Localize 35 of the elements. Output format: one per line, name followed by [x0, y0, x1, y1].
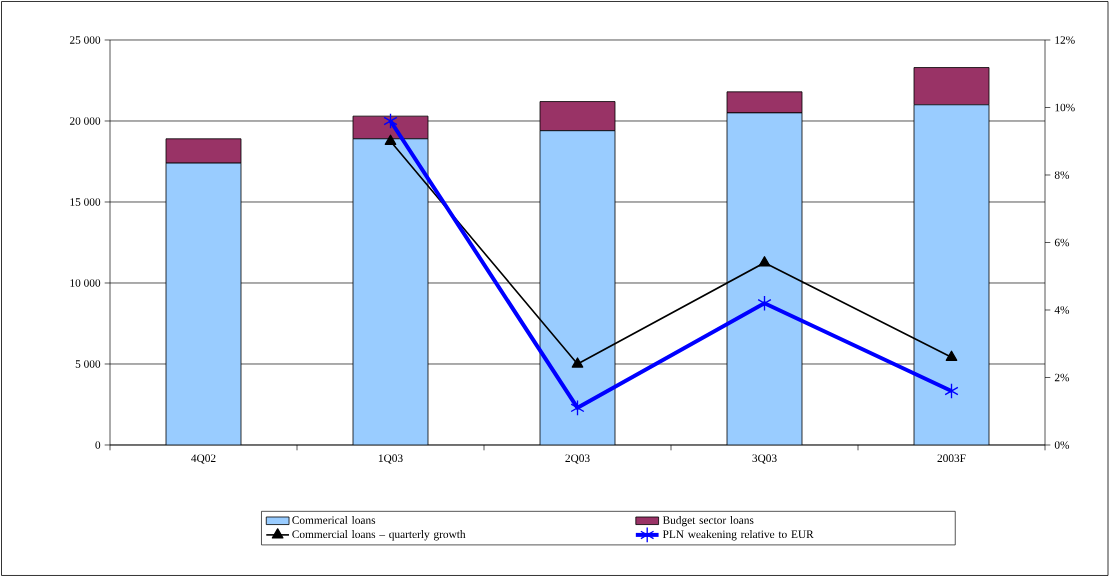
bar	[165, 162, 242, 445]
y-tick-label: 15 000	[70, 198, 101, 206]
y-tick-label: 0	[95, 441, 101, 449]
point	[384, 134, 397, 145]
x-tick-label: 4Q02	[191, 454, 216, 464]
y2-tick-label: 8%	[1054, 171, 1070, 179]
point	[758, 256, 771, 267]
y2-tick-label: 6%	[1054, 238, 1070, 247]
bar	[352, 138, 429, 445]
x-tick-label: 1Q03	[378, 454, 403, 464]
point	[570, 399, 585, 416]
point	[383, 112, 398, 129]
y2-tick-label: 12%	[1055, 36, 1075, 44]
y2-tick-label: 4%	[1054, 306, 1070, 314]
legend-label: Commercial loans – quarterly growth	[292, 530, 466, 541]
y2-tick-label: 0%	[1054, 441, 1070, 449]
x-tick-label: 2Q03	[565, 454, 590, 464]
legend-label: PLN weakening relative to EUR	[662, 530, 814, 541]
bar	[913, 104, 990, 445]
y-tick-label: 5 000	[75, 360, 101, 368]
y2-tick-label: 2%	[1054, 373, 1070, 382]
point	[945, 350, 958, 361]
point	[571, 357, 584, 368]
x-tick-label: 3Q03	[752, 454, 777, 464]
y-tick-label: 25 000	[69, 36, 101, 44]
y-tick-label: 10 000	[70, 279, 101, 287]
y-tick-label: 20 000	[69, 117, 101, 125]
point	[944, 382, 959, 399]
point	[757, 295, 772, 312]
x-tick-label: 2003F	[937, 454, 966, 463]
legend-label: Commerical loans	[292, 516, 376, 524]
y2-tick-label: 10%	[1055, 103, 1075, 112]
bar	[726, 112, 803, 445]
legend-label: Budget sector loans	[662, 516, 754, 527]
bar	[539, 130, 616, 445]
